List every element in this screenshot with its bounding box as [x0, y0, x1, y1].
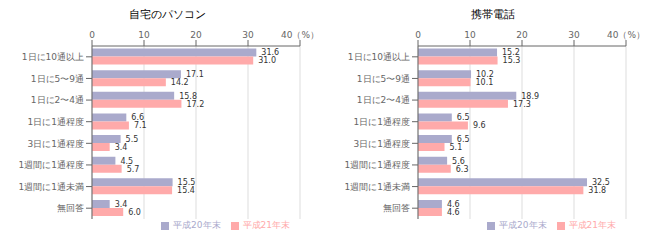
svg-text:15.4: 15.4	[177, 186, 195, 195]
svg-text:6.6: 6.6	[131, 113, 145, 123]
svg-text:15.5: 15.5	[177, 178, 196, 188]
svg-text:10.2: 10.2	[476, 70, 494, 80]
html-text:平成20年末: 平成20年末	[499, 220, 547, 230]
svg-text:無回答: 無回答	[57, 203, 84, 213]
svg-text:10: 10	[138, 30, 150, 40]
svg-text:1週間に1通程度: 1週間に1通程度	[19, 160, 84, 170]
svg-text:10: 10	[464, 30, 476, 40]
svg-text:15.2: 15.2	[502, 48, 520, 58]
html-text:自宅のパソコン: 自宅のパソコン	[128, 8, 206, 21]
svg-text:7.1: 7.1	[134, 121, 147, 130]
svg-text:5.6: 5.6	[452, 156, 465, 166]
svg-text:17.1: 17.1	[185, 70, 204, 80]
svg-text:1日に1通程度: 1日に1通程度	[354, 117, 410, 127]
svg-text:1日に5〜9通: 1日に5〜9通	[357, 74, 410, 84]
svg-text:5.5: 5.5	[126, 135, 139, 144]
svg-text:0: 0	[415, 30, 421, 40]
svg-text:14.2: 14.2	[171, 78, 189, 87]
svg-text:0: 0	[89, 30, 95, 40]
svg-text:5.1: 5.1	[450, 143, 463, 152]
html-text:携帯電話: 携帯電話	[471, 8, 515, 21]
svg-text:15.8: 15.8	[179, 91, 197, 101]
svg-text:1日に1通程度: 1日に1通程度	[28, 117, 84, 127]
svg-text:1日に2〜4通: 1日に2〜4通	[31, 95, 84, 105]
svg-text:1週間に1通程度: 1週間に1通程度	[345, 160, 410, 170]
svg-text:20: 20	[190, 30, 202, 40]
svg-text:6.0: 6.0	[128, 208, 141, 217]
svg-text:6.5: 6.5	[457, 113, 470, 122]
svg-text:1週間に1通未満: 1週間に1通未満	[345, 182, 410, 192]
svg-text:3.4: 3.4	[115, 200, 128, 209]
html-text:平成21年末: 平成21年末	[242, 220, 290, 230]
svg-text:3.4: 3.4	[115, 143, 128, 152]
svg-text:30: 30	[242, 30, 254, 40]
svg-text:1週間に1通未満: 1週間に1通未満	[19, 182, 84, 192]
svg-text:30: 30	[568, 30, 580, 40]
svg-text:6.3: 6.3	[456, 165, 469, 174]
svg-text:10.1: 10.1	[476, 78, 494, 87]
svg-text:31.0: 31.0	[258, 56, 276, 65]
svg-text:3日に1通程度: 3日に1通程度	[354, 139, 410, 149]
html-text:平成21年末: 平成21年末	[568, 220, 616, 230]
svg-text:5.7: 5.7	[127, 165, 140, 174]
svg-text:4.5: 4.5	[120, 156, 134, 166]
svg-text:9.6: 9.6	[473, 121, 486, 130]
svg-text:32.5: 32.5	[592, 178, 610, 188]
svg-text:15.3: 15.3	[503, 56, 521, 65]
svg-text:1日に10通以上: 1日に10通以上	[22, 52, 84, 62]
svg-text:40（%）: 40（%）	[281, 30, 319, 40]
svg-text:31.8: 31.8	[588, 186, 606, 195]
svg-text:1日に5〜9通: 1日に5〜9通	[31, 74, 84, 84]
svg-text:4.6: 4.6	[446, 199, 460, 209]
svg-text:3日に1通程度: 3日に1通程度	[28, 139, 84, 149]
svg-text:40（%）: 40（%）	[607, 30, 645, 40]
svg-text:18.9: 18.9	[521, 91, 540, 101]
svg-text:17.2: 17.2	[186, 100, 204, 109]
svg-text:6.5: 6.5	[456, 134, 470, 144]
svg-text:4.6: 4.6	[447, 208, 460, 217]
svg-text:31.6: 31.6	[261, 48, 280, 58]
svg-text:1日に10通以上: 1日に10通以上	[348, 52, 410, 62]
svg-text:20: 20	[516, 30, 528, 40]
html-text:平成20年末: 平成20年末	[173, 220, 221, 230]
svg-text:無回答: 無回答	[383, 203, 410, 213]
svg-text:17.3: 17.3	[513, 100, 531, 109]
svg-text:1日に2〜4通: 1日に2〜4通	[357, 95, 410, 105]
